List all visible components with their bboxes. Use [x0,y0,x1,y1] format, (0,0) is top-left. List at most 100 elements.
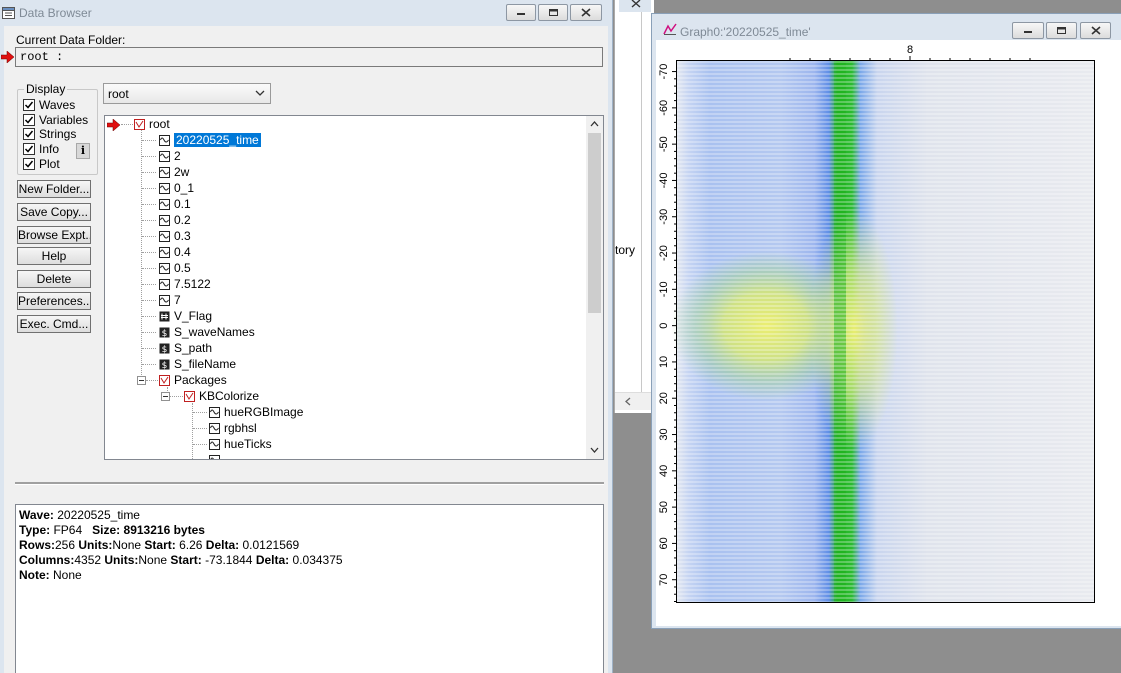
info-wave-line: Wave: 20220525_time [19,508,603,523]
tree-connector [142,220,156,221]
tree-node[interactable]: 0.3 [159,228,191,244]
browse-expt-button[interactable]: Browse Expt... [17,226,91,244]
wave-icon [209,454,220,459]
tree-connector [193,444,207,445]
graph-restore-button[interactable] [1046,22,1077,39]
tree-vertical-scrollbar[interactable] [586,116,603,459]
info-checkbox[interactable]: Info [23,141,59,156]
background-window[interactable]: tory [614,0,655,413]
tree-node[interactable]: 2w [159,164,189,180]
checkbox-box[interactable] [23,113,35,126]
exec-cmd-button[interactable]: Exec. Cmd... [17,315,91,333]
tree-node-kbcolorize[interactable]: KBColorize [184,388,259,404]
tree-connector [167,387,168,395]
info-type-line: Type: FP64 Size: 8913216 bytes [19,523,603,538]
heatmap-chart[interactable]: -70 -60 -50 -40 -30 -20 -10 0 10 20 30 40 50 60 70 8 [651,13,1121,629]
info-key: Delta: [255,553,290,567]
tree-node[interactable]: $ S_path [159,340,212,356]
tree-node[interactable]: 0.5 [159,260,191,276]
tree-node-label: 20220525_time [174,133,261,147]
minimize-icon [517,12,525,15]
info-key: Start: [170,553,202,567]
tree-node-label: S_path [174,341,213,355]
tree-node[interactable]: hueRGBImage [209,404,303,420]
info-columns-line: Columns:4352 Units:None Start: -73.1844 … [19,553,603,568]
tree-node[interactable]: rgbhsl [209,420,257,436]
close-icon[interactable] [631,0,641,8]
folder-icon [134,118,145,130]
help-button[interactable]: Help [17,247,91,265]
tree-node[interactable]: 0_1 [159,180,194,196]
scroll-left-icon[interactable] [625,397,631,406]
close-icon [581,8,591,17]
tree-node[interactable]: hueTicks [209,436,272,452]
tree-node-label: 2w [174,165,190,179]
data-browser-titlebar[interactable]: Data Browser [0,0,612,26]
info-icon-button[interactable]: i [76,143,90,159]
close-button[interactable] [570,4,602,21]
tree-node[interactable]: $ S_waveNames [159,324,255,340]
tree-node[interactable]: 20220525_time [159,132,261,148]
tree-node[interactable]: 7.5122 [159,276,211,292]
tree-node[interactable] [209,452,224,459]
tree-connector [192,403,193,459]
scroll-down-icon[interactable] [590,447,599,453]
tree-node-label: 0.1 [174,197,191,211]
background-window-titlebar[interactable] [619,0,651,12]
strings-checkbox[interactable]: Strings [23,126,76,141]
variables-checkbox[interactable]: Variables [23,112,88,127]
tree-node-label: V_Flag [174,309,213,323]
tree-connector [142,284,156,285]
wave-icon [209,422,220,434]
string-icon: $ [159,343,170,354]
checkbox-box[interactable] [23,98,35,111]
packages-collapse-toggle[interactable] [137,376,146,385]
tree-node[interactable]: 7 [159,292,181,308]
graph-minimize-button[interactable] [1012,22,1044,39]
tree-node[interactable]: 2 [159,148,181,164]
wave-icon [159,294,170,306]
tree-node-root[interactable]: root [134,116,170,132]
tree-connector [142,204,156,205]
panel-splitter[interactable] [15,482,604,485]
info-key: Wave: [19,508,54,522]
info-key: Start: [144,538,176,552]
info-key: Size: [92,523,121,537]
wave-icon [209,438,220,450]
restore-button[interactable] [538,4,568,21]
delete-button[interactable]: Delete [17,270,91,288]
checkbox-box[interactable] [23,127,35,140]
background-window-hscrollbar[interactable] [615,392,655,410]
tree-node[interactable]: $ S_fileName [159,356,236,372]
tree-connector [142,188,156,189]
minimize-button[interactable] [506,4,536,21]
tree-node-packages[interactable]: Packages [159,372,227,388]
data-browser-window: Data Browser Current Data Folder: root :… [0,0,613,673]
checkbox-box[interactable] [23,157,35,170]
save-copy-button[interactable]: Save Copy... [17,203,91,221]
preferences-button[interactable]: Preferences... [17,292,91,310]
kbcolorize-collapse-toggle[interactable] [161,392,170,401]
data-tree[interactable]: root 20220525_time 2 2w 0_1 0.1 0.2 0.3 0.4 0.5 7… [104,115,604,460]
tree-node[interactable]: 0.4 [159,244,191,260]
tree-node[interactable]: 0.1 [159,196,191,212]
y-tick-label: -70 [658,64,670,80]
graph-titlebar[interactable]: Graph0:'20220525_time' [652,14,1121,40]
current-folder-field[interactable]: root : [15,47,603,67]
new-folder-button[interactable]: New Folder... [17,180,91,198]
waves-checkbox[interactable]: Waves [23,97,75,112]
display-group-label: Display [24,82,68,96]
tree-node[interactable]: V_Flag [159,308,212,324]
graph-close-button[interactable] [1080,22,1111,39]
info-value: 20220525_time [57,508,140,522]
folder-select[interactable]: root [103,83,271,104]
tree-scroll-thumb[interactable] [588,133,601,313]
scroll-up-icon[interactable] [590,121,599,127]
info-value: 256 [55,538,76,552]
wave-icon [159,262,170,274]
tree-node[interactable]: 0.2 [159,212,191,228]
checkbox-box[interactable] [23,142,35,155]
y-tick-label: 10 [658,356,670,368]
plot-checkbox[interactable]: Plot [23,156,60,171]
tree-connector [193,412,207,413]
